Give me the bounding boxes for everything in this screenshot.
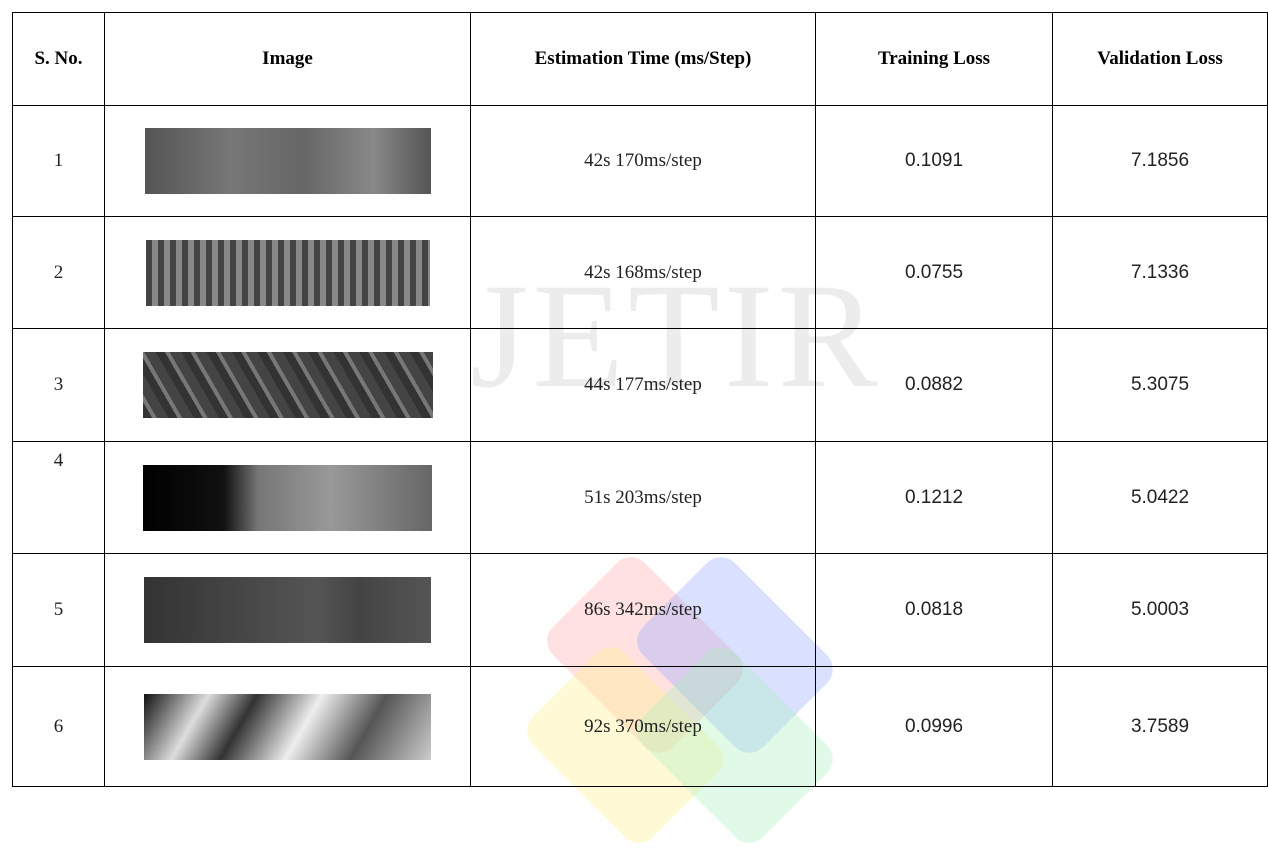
estimation-time-cell: 51s 203ms/step (471, 442, 816, 554)
training-loss-cell: 0.0818 (816, 554, 1053, 667)
texture-image (143, 465, 432, 531)
training-loss-cell: 0.0996 (816, 667, 1053, 787)
validation-loss-cell: 5.0003 (1053, 554, 1268, 667)
image-cell (105, 217, 471, 329)
texture-image (144, 694, 431, 760)
image-cell (105, 667, 471, 787)
training-loss-cell: 0.0755 (816, 217, 1053, 329)
header-cell: Training Loss (816, 13, 1053, 106)
serial-number-cell: 1 (13, 106, 105, 217)
training-loss-cell: 0.1091 (816, 106, 1053, 217)
header-cell: S. No. (13, 13, 105, 106)
texture-image (145, 128, 431, 194)
estimation-time-cell: 92s 370ms/step (471, 667, 816, 787)
serial-number-cell: 6 (13, 667, 105, 787)
texture-image (146, 240, 430, 306)
image-cell (105, 442, 471, 554)
estimation-time-cell: 42s 168ms/step (471, 217, 816, 329)
serial-number-cell: 4 (13, 442, 105, 554)
estimation-time-cell: 86s 342ms/step (471, 554, 816, 667)
header-cell: Estimation Time (ms/Step) (471, 13, 816, 106)
serial-number-cell: 2 (13, 217, 105, 329)
serial-number-cell: 3 (13, 329, 105, 442)
image-cell (105, 106, 471, 217)
estimation-time-cell: 44s 177ms/step (471, 329, 816, 442)
texture-image (143, 352, 433, 418)
validation-loss-cell: 5.3075 (1053, 329, 1268, 442)
image-cell (105, 554, 471, 667)
serial-number-cell: 5 (13, 554, 105, 667)
training-loss-cell: 0.0882 (816, 329, 1053, 442)
validation-loss-cell: 7.1856 (1053, 106, 1268, 217)
validation-loss-cell: 3.7589 (1053, 667, 1268, 787)
estimation-time-cell: 42s 170ms/step (471, 106, 816, 217)
validation-loss-cell: 7.1336 (1053, 217, 1268, 329)
header-cell: Validation Loss (1053, 13, 1268, 106)
validation-loss-cell: 5.0422 (1053, 442, 1268, 554)
texture-image (144, 577, 431, 643)
header-cell: Image (105, 13, 471, 106)
image-cell (105, 329, 471, 442)
training-loss-cell: 0.1212 (816, 442, 1053, 554)
